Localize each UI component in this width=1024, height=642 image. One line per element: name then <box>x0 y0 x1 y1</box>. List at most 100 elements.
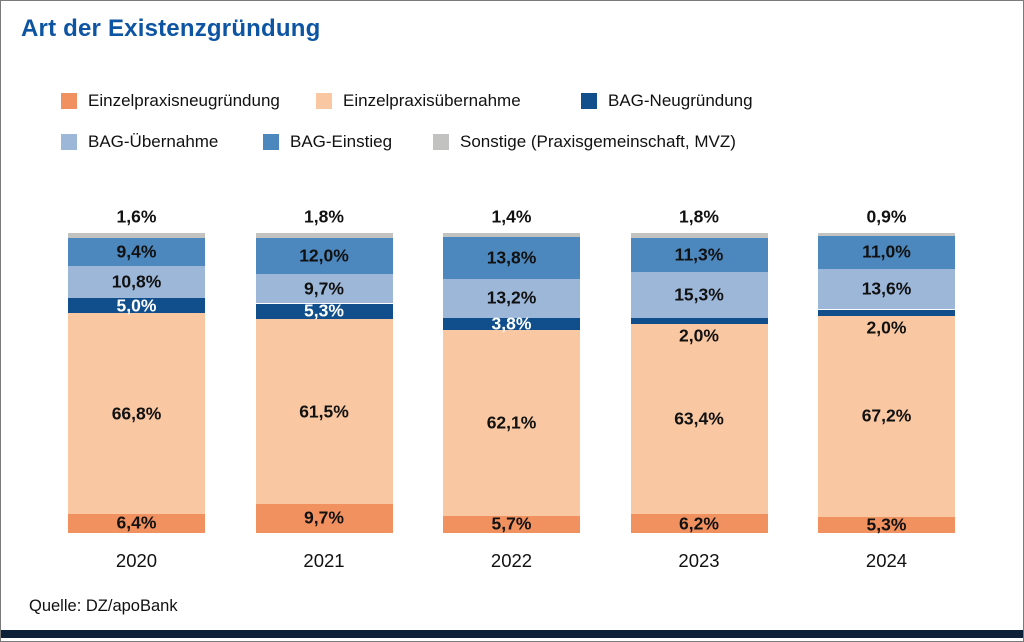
bar-segment <box>818 517 955 533</box>
value-label: 62,1% <box>486 412 537 433</box>
legend-label: Einzelpraxisneugründung <box>88 91 280 110</box>
bar-segment <box>68 313 205 514</box>
value-label: 2,0% <box>866 317 907 337</box>
bar-segment <box>818 235 955 269</box>
source-note: Quelle: DZ/apoBank <box>29 597 178 615</box>
legend-swatch-icon <box>581 93 597 109</box>
legend-item: BAG-Einstieg <box>263 132 392 152</box>
value-label: 5,3% <box>866 514 907 535</box>
bar-column: 0,9% 11,0% 13,6% 2,0% 67,2% 5,3% 2024 <box>818 207 955 572</box>
value-label: 9,7% <box>304 507 344 528</box>
chart-title: Art der Existenzgründung <box>21 15 321 42</box>
legend-swatch-icon <box>263 134 279 150</box>
bar-segment <box>630 514 768 533</box>
bar-segment <box>68 298 205 314</box>
value-label: 5,0% <box>116 295 157 316</box>
value-label: 6,4% <box>116 512 157 533</box>
bar-segment <box>630 238 768 273</box>
x-axis-label: 2022 <box>490 550 533 571</box>
bar-segment <box>255 238 393 275</box>
bar-segment <box>255 503 393 533</box>
legend: Einzelpraxisneugründung Einzelpraxisübern… <box>1 91 1023 173</box>
bar-column: 1,4% 13,8% 13,2% 3,8% 62,1% 5,7% 2022 <box>443 207 580 572</box>
legend-swatch-icon <box>316 93 332 109</box>
value-label: 11,0% <box>862 241 911 262</box>
bar-segment <box>68 237 205 266</box>
value-label: 2,0% <box>679 325 719 346</box>
bar-segment <box>630 233 768 239</box>
bar-segment <box>255 303 393 320</box>
value-label: 67,2% <box>861 405 912 426</box>
bar-segment <box>443 318 580 330</box>
bar-column: 1,6% 9,4% 10,8% 5,0% 66,8% 6,4% 2020 <box>68 207 205 572</box>
legend-item: Sonstige (Praxisgemeinschaft, MVZ) <box>433 132 736 152</box>
value-label: 1,4% <box>491 206 532 227</box>
bar-column: 1,8% 12,0% 9,7% 5,3% 61,5% 9,7% 2021 <box>255 207 393 572</box>
legend-swatch-icon <box>433 134 449 150</box>
stacked-bar: 1,8% 12,0% 9,7% 5,3% 61,5% 9,7% <box>255 207 393 533</box>
legend-swatch-icon <box>61 93 77 109</box>
value-label: 13,2% <box>486 287 537 308</box>
value-label: 13,6% <box>861 278 912 299</box>
bar-segment <box>255 233 393 239</box>
value-label: 63,4% <box>674 408 724 429</box>
bar-column: 1,8% 11,3% 15,3% 2,0% 63,4% 6,2% 2023 <box>630 207 768 572</box>
bar-segment <box>68 233 205 238</box>
value-label: 1,8% <box>679 206 719 227</box>
value-label: 9,4% <box>116 241 157 262</box>
value-label: 3,8% <box>491 313 532 334</box>
bar-segment <box>630 272 768 319</box>
value-label: 10,8% <box>111 271 162 292</box>
value-label: 12,0% <box>299 245 349 266</box>
stacked-bar: 1,8% 11,3% 15,3% 2,0% 63,4% 6,2% <box>630 207 768 533</box>
stacked-bar: 1,4% 13,8% 13,2% 3,8% 62,1% 5,7% <box>443 207 580 534</box>
bar-segment <box>818 309 955 316</box>
bar-segment <box>630 318 768 325</box>
value-label: 0,9% <box>866 206 907 227</box>
value-label: 5,7% <box>491 513 532 534</box>
x-axis-label: 2021 <box>303 550 345 571</box>
legend-label: Sonstige (Praxisgemeinschaft, MVZ) <box>460 132 736 151</box>
x-axis-label: 2020 <box>115 550 158 571</box>
legend-item: BAG-Übernahme <box>61 132 218 152</box>
bar-segment <box>443 237 580 279</box>
footer-accent-bar <box>1 630 1023 638</box>
value-label: 15,3% <box>674 284 724 305</box>
bar-segment <box>818 315 955 518</box>
legend-label: Einzelpraxisübernahme <box>343 91 521 110</box>
legend-item: BAG-Neugründung <box>581 91 753 111</box>
bar-segment <box>630 324 768 515</box>
legend-label: BAG-Einstieg <box>290 132 393 151</box>
bar-segment <box>818 233 955 236</box>
bar-segment <box>818 268 955 310</box>
value-label: 66,8% <box>111 403 162 424</box>
bar-segment <box>443 233 580 238</box>
bar-segment <box>443 278 580 319</box>
legend-row: BAG-Übernahme BAG-Einstieg Sonstige (Praxi… <box>1 132 1023 173</box>
x-axis-label: 2024 <box>865 550 908 571</box>
bar-chart: 1,6% 9,4% 10,8% 5,0% 66,8% 6,4% 2020 1,8% 12,0% 9… <box>68 207 955 572</box>
bar-segment <box>255 319 393 504</box>
value-label: 13,8% <box>486 247 537 268</box>
legend-item: Einzelpraxisneugründung <box>61 91 280 111</box>
legend-item: Einzelpraxisübernahme <box>316 91 521 111</box>
stacked-bar: 0,9% 11,0% 13,6% 2,0% 67,2% 5,3% <box>818 207 955 535</box>
value-label: 5,3% <box>304 300 344 321</box>
x-axis-label: 2023 <box>678 550 720 571</box>
stacked-bar: 1,6% 9,4% 10,8% 5,0% 66,8% 6,4% <box>68 207 205 533</box>
bar-segment <box>443 329 580 516</box>
value-label: 61,5% <box>299 401 349 422</box>
legend-label: BAG-Übernahme <box>88 132 219 151</box>
legend-swatch-icon <box>61 134 77 150</box>
legend-label: BAG-Neugründung <box>608 91 753 110</box>
bar-segment <box>68 266 205 299</box>
value-label: 11,3% <box>674 244 724 265</box>
value-label: 9,7% <box>304 278 344 299</box>
legend-row: Einzelpraxisneugründung Einzelpraxisübern… <box>1 91 1023 132</box>
value-label: 1,8% <box>304 206 344 227</box>
bar-segment <box>443 515 580 533</box>
bar-segment <box>68 513 205 533</box>
value-label: 1,6% <box>116 206 157 227</box>
bar-segment <box>255 274 393 304</box>
